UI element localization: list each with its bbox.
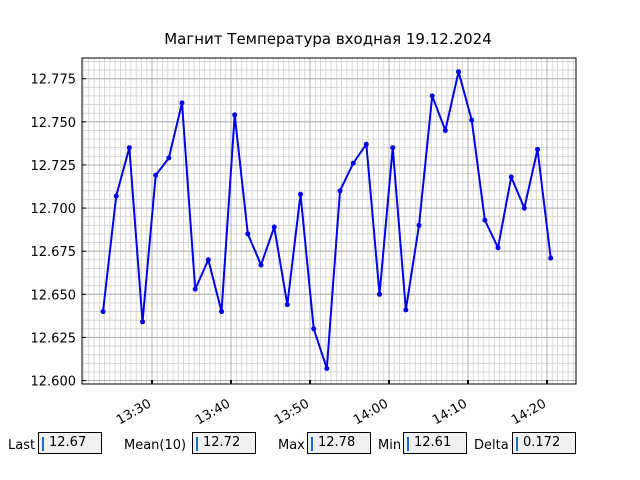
data-point [192,286,198,292]
data-point [548,255,554,261]
data-point [113,193,119,199]
data-point [258,262,264,268]
y-tick-label: 12.650 [31,288,77,303]
data-point [377,291,383,297]
stat-label: Delta [474,438,509,453]
data-point [403,307,409,313]
data-point [442,127,448,133]
y-tick-label: 12.725 [31,159,77,174]
stat-label: Mean(10) [124,438,187,453]
data-point [232,112,238,118]
stat-value: 12.67 [38,432,102,454]
chart: Магнит Температура входная 19.12.2024 12… [31,30,577,428]
data-point [140,319,146,325]
data-point [521,205,527,211]
data-point [153,172,159,178]
data-point [535,146,541,152]
data-point [179,100,185,106]
y-tick-label: 12.675 [31,245,77,260]
y-tick-label: 12.625 [31,331,77,346]
x-tick-label: 14:00 [351,396,391,428]
data-point [337,188,343,194]
data-point [166,155,172,161]
data-point [311,326,317,332]
data-point [495,245,501,251]
stat-value: 0.172 [512,432,576,454]
plot-frame [81,57,577,385]
data-point [416,222,422,228]
data-point [271,224,277,230]
y-tick-label: 12.600 [31,375,77,390]
stats-panel: Last 12.67 Mean(10) 12.72 Max 12.78 Min 12.61 De… [0,430,640,460]
y-tick-label: 12.750 [31,116,77,131]
stat-label: Last [8,438,36,453]
y-tick-label: 12.775 [31,73,77,88]
stat-value: 12.72 [192,432,256,454]
stat-label: Min [378,438,402,453]
x-tick-label: 14:10 [430,396,470,428]
stat-value: 12.61 [403,432,467,454]
x-tick-label: 13:50 [272,396,312,428]
data-point [126,145,132,151]
data-point [205,257,211,263]
y-tick-label: 12.700 [31,202,77,217]
data-point [363,141,369,147]
stat-value: 12.78 [307,432,371,454]
x-tick-label: 13:30 [114,396,154,428]
x-tick-label: 13:40 [193,396,233,428]
data-point [245,231,251,237]
data-point [429,93,435,99]
data-point [219,309,225,315]
data-point [482,217,488,223]
data-point [469,117,475,123]
data-point [390,145,396,151]
stat-label: Max [278,438,305,453]
data-point [350,160,356,166]
data-point [508,174,514,180]
data-point [298,191,304,197]
data-point [100,309,106,315]
x-tick-label: 14:20 [509,396,549,428]
data-point [284,302,290,308]
data-point [324,365,330,371]
chart-title: Магнит Температура входная 19.12.2024 [164,30,492,48]
data-point [456,69,462,75]
